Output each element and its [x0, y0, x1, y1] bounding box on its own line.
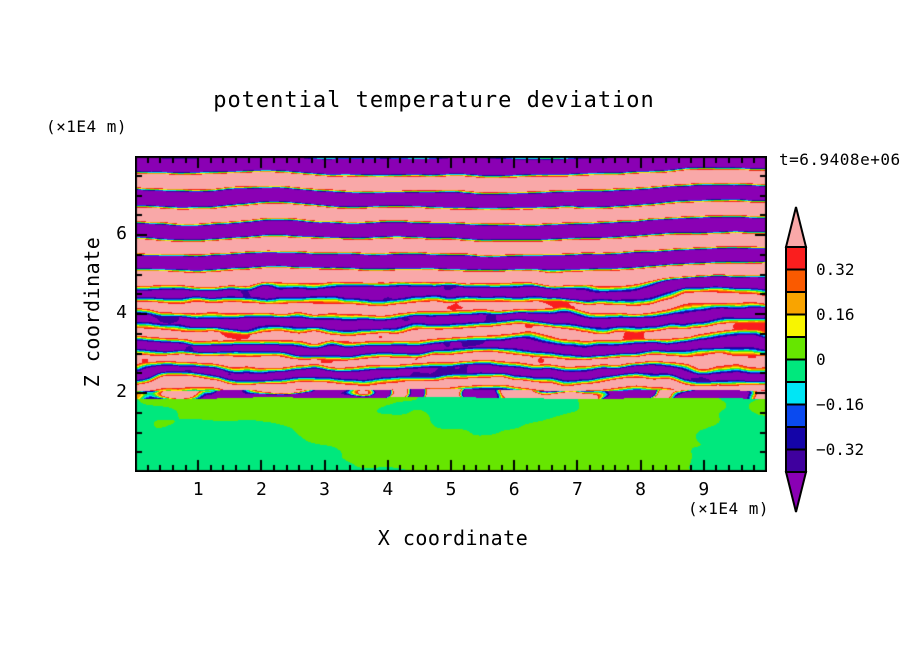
colorbar: 0.32 0.16 0 −0.16 −0.32: [784, 206, 864, 513]
y-axis-unit-label: (×1E4 m): [46, 117, 128, 136]
chart-title: potential temperature deviation: [213, 88, 655, 113]
colorbar-box: [785, 448, 807, 473]
colorbar-box: [785, 313, 807, 338]
colorbar-arrow-low: [784, 471, 808, 513]
colorbar-box: [785, 246, 807, 271]
heatmap-canvas: [135, 156, 767, 472]
y-tick-label: 2: [116, 381, 127, 402]
colorbar-tick-label: 0.16: [816, 305, 855, 324]
x-tick-label: 3: [319, 479, 331, 500]
x-tick-label: 9: [698, 479, 710, 500]
colorbar-box: [785, 358, 807, 383]
colorbar-tick-label: −0.32: [816, 440, 864, 459]
colorbar-arrow-high: [784, 206, 808, 248]
colorbar-tick-label: −0.16: [816, 395, 864, 414]
colorbar-box: [785, 291, 807, 316]
colorbar-box: [785, 268, 807, 293]
colorbar-tick-label: 0.32: [816, 260, 855, 279]
x-tick-label: 6: [508, 479, 520, 500]
colorbar-box: [785, 336, 807, 361]
x-tick-label: 7: [571, 479, 583, 500]
colorbar-box: [785, 426, 807, 451]
x-axis-title: X coordinate: [377, 526, 529, 550]
x-tick-label: 4: [382, 479, 394, 500]
x-tick-label: 5: [445, 479, 457, 500]
colorbar-box: [785, 381, 807, 406]
y-tick-label: 4: [116, 302, 127, 323]
x-tick-label: 1: [192, 479, 204, 500]
time-annotation: t=6.9408e+06: [779, 150, 901, 169]
x-tick-label: 2: [255, 479, 267, 500]
x-tick-label: 8: [635, 479, 647, 500]
colorbar-tick-label: 0: [816, 350, 826, 369]
y-tick-label: 6: [116, 223, 127, 244]
x-axis-unit-label: (×1E4 m): [688, 499, 770, 518]
colorbar-box: [785, 403, 807, 428]
